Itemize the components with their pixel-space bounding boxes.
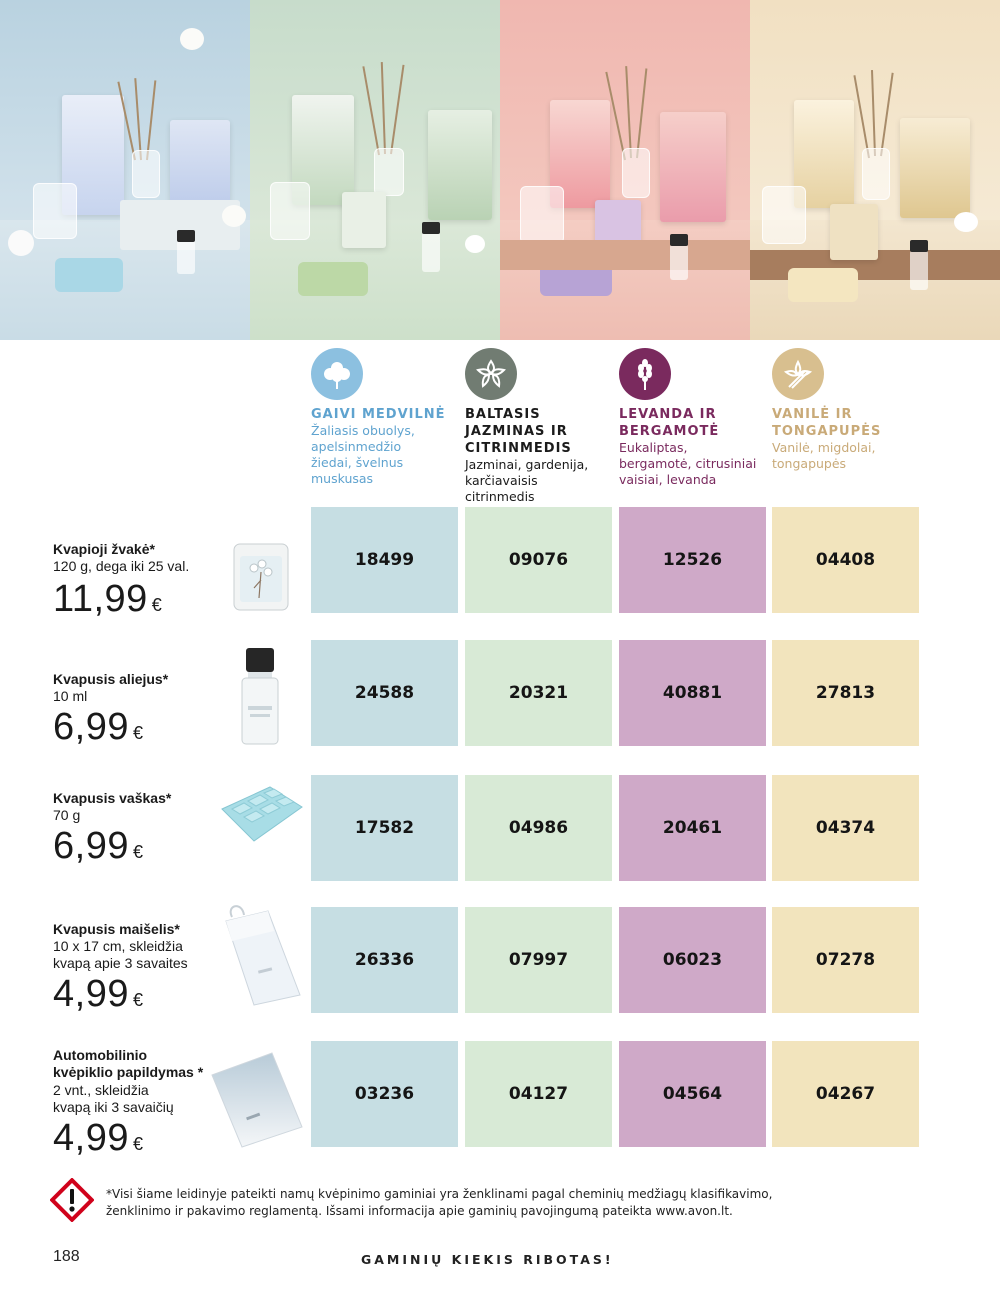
product-name: Kvapioji žvakė* [53, 541, 155, 557]
fragrance-notes: Jazminai, gardenija, karčiavaisis citrin… [465, 457, 589, 504]
fragrance-notes: Eukaliptas, bergamotė, citrusiniai vaisi… [619, 440, 757, 487]
code-cell-cotton: 26336 [311, 907, 458, 1013]
code-cell-jasmine: 20321 [465, 640, 612, 746]
product-row-candle: Kvapioji žvakė* 120 g, dega iki 25 val. … [0, 507, 1000, 619]
hero-panel-lavender [500, 0, 750, 340]
product-row-sachet: Kvapusis maišelis* 10 x 17 cm, skleidžia… [0, 905, 1000, 1014]
code-cell-vanilla: 04374 [772, 775, 919, 881]
code-cell-lavender: 06023 [619, 907, 766, 1013]
product-row-car-refill: Automobilinio kvėpiklio papildymas * 2 v… [0, 1041, 1000, 1158]
wax-melt-image [218, 785, 304, 845]
product-name: Kvapusis vaškas* [53, 790, 172, 806]
hero-panel-cotton [0, 0, 250, 340]
product-description: 10 ml [53, 688, 88, 704]
code-cell-vanilla: 04267 [772, 1041, 919, 1147]
code-cell-lavender: 20461 [619, 775, 766, 881]
fragrance-notes: Žaliasis obuolys, apelsinmedžio žiedai, … [311, 423, 415, 486]
fragrance-header-vanilla: VANILĖ IR TONGAPUPĖS Vanilė, migdolai, t… [772, 348, 922, 472]
product-row-wax: Kvapusis vaškas* 70 g 6,99 € 17582 04986 … [0, 775, 1000, 881]
product-price: 6,99 € [53, 825, 144, 867]
hero-panel-jasmine [250, 0, 500, 340]
fragrance-title: BALTASIS JAZMINAS IR CITRINMEDIS [465, 407, 572, 456]
product-description: 10 x 17 cm, skleidžia kvapą apie 3 savai… [53, 938, 188, 971]
product-price: 11,99 € [53, 578, 163, 620]
code-cell-jasmine: 09076 [465, 507, 612, 613]
product-price: 6,99 € [53, 706, 144, 748]
lavender-sprig-icon [619, 348, 671, 400]
hero-panel-vanilla [750, 0, 1000, 340]
product-description: 2 vnt., skleidžia kvapą iki 3 savaičių [53, 1082, 174, 1115]
fragrance-header-cotton: GAIVI MEDVILNĖ Žaliasis obuolys, apelsin… [311, 348, 461, 487]
cotton-flower-icon [311, 348, 363, 400]
code-cell-jasmine: 04986 [465, 775, 612, 881]
limited-quantity-notice: GAMINIŲ KIEKIS RIBOTAS! [361, 1252, 614, 1267]
fragrance-header-lavender: LEVANDA IR BERGAMOTĖ Eukaliptas, bergamo… [619, 348, 769, 488]
hazard-disclaimer: *Visi šiame leidinyje pateikti namų kvėp… [106, 1187, 773, 1218]
code-cell-vanilla: 07278 [772, 907, 919, 1013]
product-name: Kvapusis aliejus* [53, 671, 169, 687]
hero-photo-strip [0, 0, 1000, 340]
code-cell-vanilla: 27813 [772, 640, 919, 746]
fragrance-title: GAIVI MEDVILNĖ [311, 407, 446, 422]
product-name: Automobilinio kvėpiklio papildymas * [53, 1047, 204, 1080]
candle-jar-image [232, 542, 290, 612]
car-refill-card-image [208, 1049, 304, 1149]
fragrance-notes: Vanilė, migdolai, tongapupės [772, 440, 876, 471]
code-cell-cotton: 03236 [311, 1041, 458, 1147]
code-cell-cotton: 24588 [311, 640, 458, 746]
code-cell-lavender: 12526 [619, 507, 766, 613]
code-cell-cotton: 17582 [311, 775, 458, 881]
fragrance-header-jasmine: BALTASIS JAZMINAS IR CITRINMEDIS Jazmina… [465, 348, 615, 505]
code-cell-lavender: 40881 [619, 640, 766, 746]
fragrance-title: LEVANDA IR BERGAMOTĖ [619, 407, 720, 439]
page-number: 188 [53, 1248, 80, 1265]
product-description: 70 g [53, 807, 81, 823]
fragrance-title: VANILĖ IR TONGAPUPĖS [772, 407, 882, 439]
jasmine-flower-icon [465, 348, 517, 400]
product-price: 4,99 € [53, 1117, 144, 1159]
scent-sachet-image [218, 903, 302, 1007]
code-cell-cotton: 18499 [311, 507, 458, 613]
product-name: Kvapusis maišelis* [53, 921, 180, 937]
product-description: 120 g, dega iki 25 val. [53, 558, 190, 574]
code-cell-jasmine: 07997 [465, 907, 612, 1013]
code-cell-vanilla: 04408 [772, 507, 919, 613]
hazard-exclamation-icon [49, 1177, 95, 1223]
vanilla-flower-icon [772, 348, 824, 400]
oil-bottle-image [240, 646, 280, 746]
code-cell-lavender: 04564 [619, 1041, 766, 1147]
product-price: 4,99 € [53, 973, 144, 1015]
product-row-oil: Kvapusis aliejus* 10 ml 6,99 € 24588 2032… [0, 640, 1000, 747]
code-cell-jasmine: 04127 [465, 1041, 612, 1147]
